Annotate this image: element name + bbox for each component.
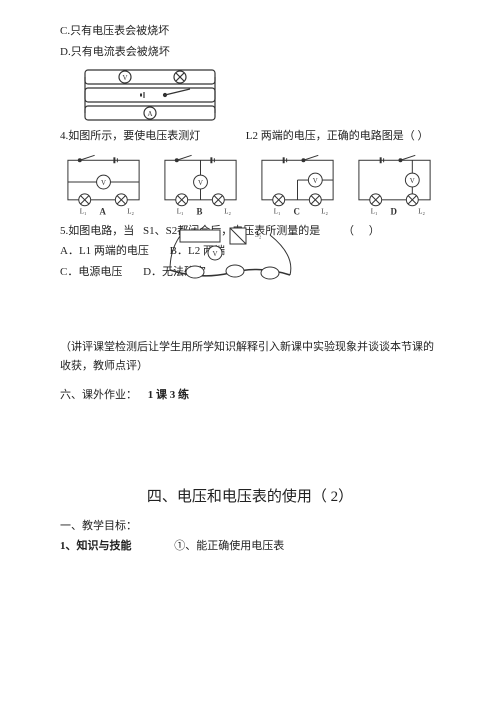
svg-text:L₁: L₁ (274, 208, 281, 215)
svg-text:D: D (391, 206, 397, 216)
review-note: （讲评课堂检测后让学生用所学知识解释引入新课中实验现象并谈谈本节课的收获，教师点… (60, 338, 440, 378)
svg-text:C: C (294, 206, 300, 216)
homework-line: 六、课外作业： 1 课 3 练 (60, 387, 440, 405)
q5-line1-d: ） (369, 225, 380, 237)
homework-label: 六、课外作业： (60, 389, 137, 401)
svg-text:V: V (313, 178, 318, 185)
svg-text:A: A (147, 110, 152, 118)
svg-text:L₂: L₂ (224, 208, 231, 215)
svg-text:B: B (197, 206, 203, 216)
svg-text:V: V (198, 180, 203, 187)
q4-mid: L2 两端的电压，正确的电路图是（ (246, 130, 415, 142)
q5-opt-a: A．L1 两端的电压 (60, 245, 149, 257)
q5-opt-c: C．电源电压 (60, 266, 122, 278)
svg-text:L₁: L₁ (80, 208, 87, 215)
q5-block: 5.如图电路，当 S1、S2都闭合后，电压表所测量的是 （ ） A．L1 两端的… (60, 223, 440, 282)
q5-line1-a: 5.如图电路，当 (60, 225, 134, 237)
svg-text:L₂: L₂ (127, 208, 134, 215)
q4-option-d: V L₁ L₂ D (351, 152, 440, 217)
q3-circuit-diagram: V A (80, 67, 440, 122)
q4-prefix: 4.如图所示，要使电压表测灯 (60, 130, 200, 142)
option-c: C.只有电压表会被烧坏 (60, 23, 440, 41)
goal-1-label: 1、知识与技能 (60, 540, 132, 552)
q4-options-row: V L₁ L₂ A V L₁ L₂ (60, 152, 440, 217)
goal-1-text: ①、能正确使用电压表 (174, 540, 284, 552)
option-d: D.只有电流表会被烧坏 (60, 44, 440, 62)
svg-text:L₂: L₂ (418, 208, 425, 215)
q4-option-c: V L₁ L₂ C (254, 152, 343, 217)
q4-text: 4.如图所示，要使电压表测灯 L2 两端的电压，正确的电路图是（ ） (60, 128, 440, 146)
q5-circuit-diagram: S₂ V (160, 225, 310, 285)
svg-text:V: V (122, 74, 127, 82)
svg-text:S₂: S₂ (255, 231, 262, 239)
svg-text:A: A (100, 206, 107, 216)
q4-option-b: V L₁ L₂ B (157, 152, 246, 217)
svg-text:V: V (101, 180, 106, 187)
svg-text:L₂: L₂ (321, 208, 328, 215)
svg-text:L₁: L₁ (177, 208, 184, 215)
teach-goal-header: 一、教学目标： (60, 518, 440, 536)
section-title: 四、电压和电压表的使用（ 2） (60, 485, 440, 506)
svg-text:V: V (410, 178, 415, 185)
goal-1: 1、知识与技能 ①、能正确使用电压表 (60, 538, 440, 556)
svg-text:V: V (212, 250, 217, 258)
svg-text:L₁: L₁ (371, 208, 378, 215)
homework-text: 1 课 3 练 (148, 389, 189, 401)
q4-suffix: ） (417, 130, 428, 142)
q5-line1-c: （ (343, 225, 354, 237)
q4-option-a: V L₁ L₂ A (60, 152, 149, 217)
